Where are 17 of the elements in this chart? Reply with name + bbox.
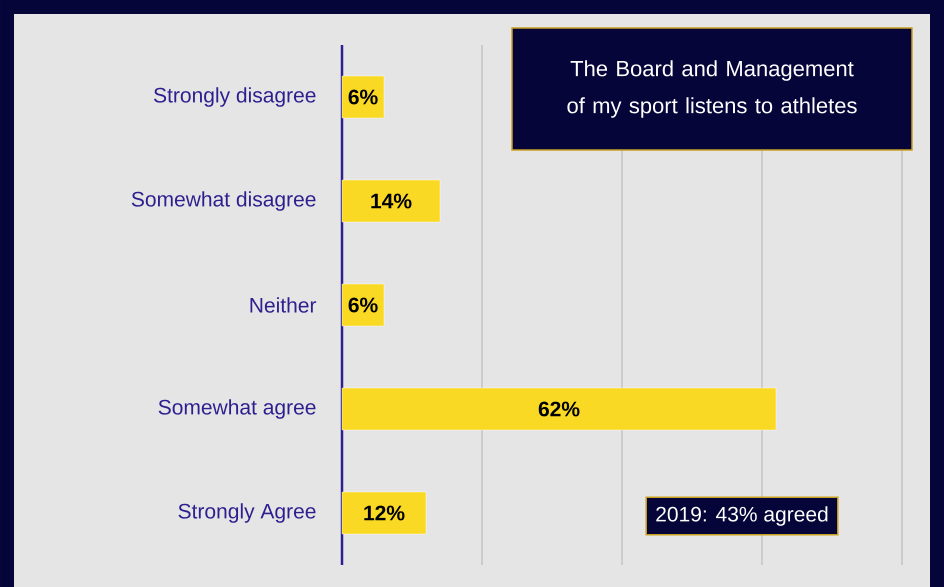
- annotation: 2019: 43% agreed: [656, 506, 828, 526]
- bar: [342, 492, 426, 534]
- y-tick-label: Somewhat disagree: [132, 191, 316, 211]
- data-label: 6%: [348, 298, 378, 312]
- data-label: 12%: [364, 506, 404, 520]
- data-label: 62%: [538, 402, 580, 416]
- bar: [342, 388, 776, 430]
- y-tick-label: Neither: [250, 297, 316, 313]
- bar: [342, 180, 440, 222]
- y-tick-label: Somewhat agree: [158, 399, 316, 419]
- data-label: 14%: [371, 194, 412, 208]
- data-label: 6%: [348, 90, 378, 104]
- y-tick-label: Strongly Agree: [178, 503, 316, 523]
- bar: [342, 284, 384, 326]
- bar: [342, 76, 384, 118]
- y-tick-label: Strongly disagree: [154, 87, 316, 107]
- text: The Board and Management of my sport listens to athletes: [567, 60, 857, 118]
